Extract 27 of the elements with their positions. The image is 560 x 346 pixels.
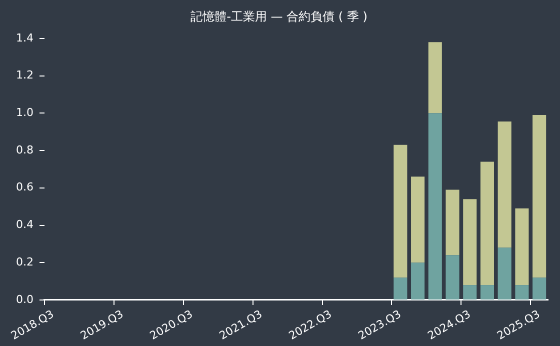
chart-title: 記憶體-工業用 — 合約負債 ( 季 ) [190, 9, 368, 24]
bar [532, 115, 546, 278]
bar [446, 190, 460, 256]
bar [515, 285, 529, 300]
y-tick-label: 0.8 [16, 143, 34, 156]
bar [411, 176, 425, 263]
bar [394, 144, 408, 278]
bar [394, 278, 408, 300]
bar [463, 199, 477, 286]
y-tick-label: 0.2 [16, 255, 34, 268]
bar [498, 248, 512, 300]
bar [428, 42, 442, 114]
bar [515, 208, 529, 286]
y-tick-label: 1.4 [16, 31, 34, 44]
y-tick-label: 0.4 [16, 218, 34, 232]
bar [532, 278, 546, 300]
y-tick-label: 0.0 [16, 292, 34, 306]
bar [480, 285, 494, 300]
bar [428, 113, 442, 300]
bar [411, 262, 425, 300]
bar [480, 162, 494, 286]
bar [463, 285, 477, 300]
y-tick-label: 1.2 [16, 68, 34, 82]
bar [446, 255, 460, 300]
bar [498, 122, 512, 248]
y-tick-label: 0.6 [16, 180, 34, 194]
y-tick-label: 1.0 [16, 106, 34, 119]
